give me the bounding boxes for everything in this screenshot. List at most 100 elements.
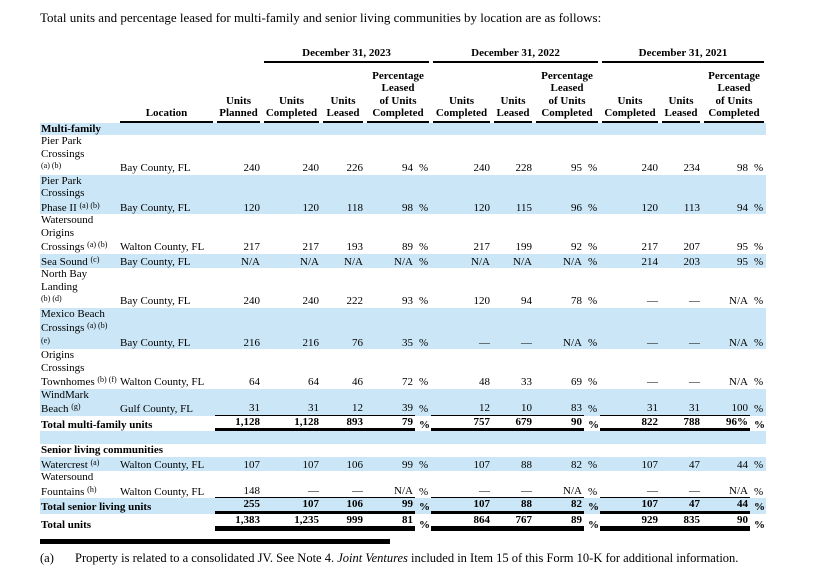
table-cell: 76: [352, 336, 363, 349]
percent-sign-cell: %: [584, 349, 600, 389]
column-header-units-leased: Units Leased: [660, 63, 702, 123]
value-cell: 88: [492, 498, 534, 514]
percent-sign-cell: %: [750, 349, 766, 389]
table-cell: Units Leased: [494, 95, 532, 123]
value-cell: 767: [492, 514, 534, 531]
table-cell: 240: [243, 162, 261, 174]
table-cell: 217: [302, 241, 320, 253]
table-cell: N/A: [300, 255, 319, 268]
percent-sign-cell: %: [415, 389, 431, 416]
table-cell: 31: [600, 402, 660, 416]
value-cell: 120: [600, 175, 660, 215]
value-cell: 113: [660, 175, 702, 215]
table-cell: Units Completed: [602, 95, 658, 123]
table-cell: 120: [302, 201, 320, 214]
table-cell: N/A: [729, 376, 748, 388]
table-cell: %: [419, 501, 430, 513]
table-row: Senior living communities: [40, 444, 766, 457]
value-cell: 107: [215, 457, 262, 472]
table-cell: N/A: [563, 255, 582, 268]
table-cell: 107: [473, 458, 491, 471]
table-cell: 240: [243, 295, 261, 307]
table-cell: %: [588, 201, 598, 214]
table-cell: %: [754, 501, 765, 513]
table-cell: 118: [346, 201, 363, 214]
percent-sign-cell: %: [584, 135, 600, 175]
value-cell: 199: [492, 214, 534, 254]
value-cell: 44: [702, 498, 750, 514]
table-cell: Walton County, FL: [120, 485, 205, 498]
table-cell: —: [492, 485, 534, 498]
value-cell: —: [431, 471, 492, 498]
table-cell: Bay County, FL: [120, 201, 191, 214]
value-cell: N/A: [215, 254, 262, 269]
footnote-reference: (c): [90, 254, 100, 264]
table-cell: 33: [521, 376, 532, 388]
value-cell: 217: [215, 214, 262, 254]
table-cell: N/A: [471, 255, 490, 268]
table-cell: 120: [473, 295, 491, 307]
table-cell: —: [521, 336, 532, 349]
value-cell: 217: [262, 214, 321, 254]
value-cell: 999: [321, 514, 365, 531]
table-cell: Total multi-family units: [41, 418, 153, 431]
table-cell: 864: [431, 514, 492, 531]
table-cell: N/A: [534, 485, 584, 498]
table-cell: Units Completed: [264, 95, 319, 123]
percent-sign-cell: %: [415, 268, 431, 308]
table-cell: 217: [473, 241, 491, 253]
column-header-units-completed: Units Completed: [600, 63, 660, 123]
value-cell: 788: [660, 416, 702, 431]
value-cell: 92: [534, 214, 584, 254]
value-cell: —: [600, 308, 660, 350]
table-cell: 203: [683, 255, 701, 268]
year-group-header: December 31, 2022: [431, 47, 600, 63]
footnote-reference: (a) (b): [87, 240, 108, 249]
table-cell: 44: [702, 498, 750, 514]
value-cell: 757: [431, 416, 492, 431]
table-row: Watercrest (a) Walton County, FL 107 107 106…: [40, 456, 766, 472]
value-cell: 12: [321, 389, 365, 416]
table-cell: 31: [660, 402, 702, 416]
percent-sign-cell: %: [415, 416, 431, 432]
value-cell: 64: [262, 349, 321, 389]
table-cell: 78: [571, 295, 582, 307]
row-label: Total senior living units: [40, 498, 215, 514]
value-cell: 107: [600, 498, 660, 514]
value-cell: 44: [702, 457, 750, 472]
table-cell: —: [600, 485, 660, 498]
value-cell: 1,128: [262, 416, 321, 431]
row-label: Origins Crossings Townhomes (b) (f): [40, 349, 118, 389]
column-header-units-planned: Units Planned: [215, 63, 262, 123]
table-cell: N/A: [513, 255, 532, 268]
table-cell: 48: [479, 376, 490, 388]
table-cell: Sea Sound (c): [41, 254, 100, 268]
table-cell: —: [321, 485, 365, 498]
table-cell: 69: [571, 376, 582, 388]
percent-sign-cell: %: [584, 389, 600, 416]
table-cell: Units Completed: [433, 95, 490, 123]
table-cell: WindMark Beach (g): [41, 388, 89, 416]
value-cell: 193: [321, 214, 365, 254]
table-cell: %: [419, 458, 429, 471]
table-cell: 120: [473, 201, 491, 214]
value-cell: 83: [534, 389, 584, 416]
table-cell: %: [588, 418, 599, 431]
table-row: Location Units Planned Units Completed Units L…: [40, 63, 766, 123]
table-cell: 92: [571, 241, 582, 253]
value-cell: 120: [431, 268, 492, 308]
table-cell: 216: [243, 336, 261, 349]
table-cell: %: [419, 418, 430, 431]
table-cell: Senior living communities: [41, 444, 164, 456]
value-cell: 12: [431, 389, 492, 416]
table-cell: 222: [346, 295, 364, 307]
table-cell: Walton County, FL: [120, 241, 205, 253]
section-header: Senior living communities: [40, 444, 766, 457]
table-row: WindMark Beach (g) Gulf County, FL 31 31 12 3…: [40, 388, 766, 416]
value-cell: 203: [660, 254, 702, 269]
section-header: Multi-family: [40, 123, 766, 136]
table-cell: 12: [431, 402, 492, 416]
location-cell: Gulf County, FL: [118, 389, 215, 416]
table-cell: Origins Crossings Townhomes (b) (f): [41, 349, 117, 388]
value-cell: 217: [600, 214, 660, 254]
